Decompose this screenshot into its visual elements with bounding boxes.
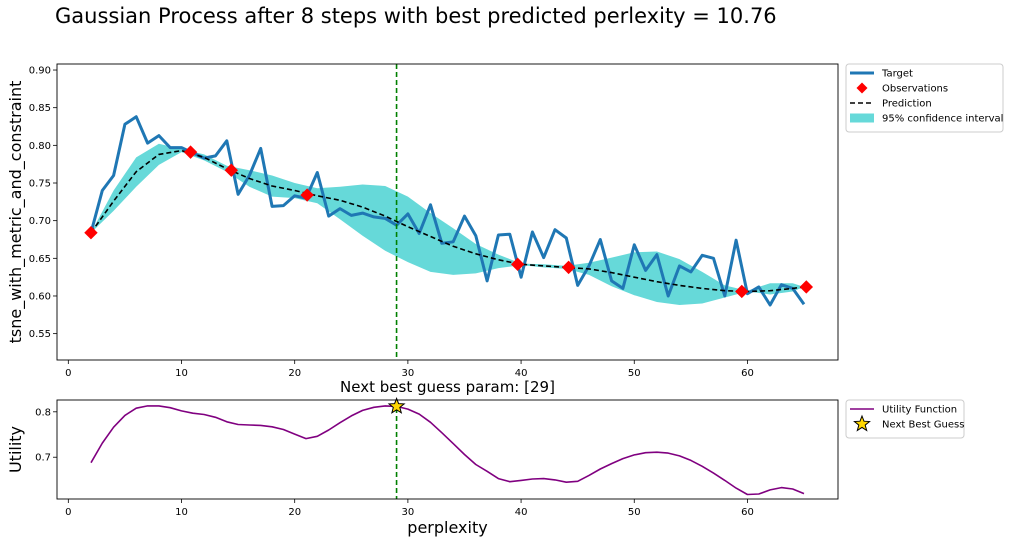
legend-swatch — [853, 414, 871, 432]
y-axis-label: Utility — [6, 426, 25, 473]
y-tick-label: 0.90 — [29, 66, 51, 77]
x-tick-label: 0 — [65, 507, 71, 518]
x-axis-label: perplexity — [407, 518, 487, 537]
x-tick-label: 60 — [741, 507, 754, 518]
y-tick-label: 0.60 — [29, 291, 51, 302]
y-tick-label: 0.75 — [29, 179, 51, 190]
observation-point — [224, 163, 239, 177]
legend: Target Observations Prediction 95% confiden… — [845, 63, 1004, 133]
utility-function-line — [90, 405, 805, 496]
observation-point — [735, 284, 749, 299]
observation-point — [183, 145, 198, 159]
y-tick-label: 0.55 — [29, 329, 51, 340]
y-tick-label: 0.80 — [29, 141, 51, 152]
x-tick-label: 60 — [741, 368, 754, 379]
legend-box — [845, 63, 1004, 133]
y-axis-label: tsne_with_metric_and_constraint — [6, 81, 26, 344]
x-tick-label: 50 — [628, 507, 641, 518]
observation-point — [300, 188, 314, 202]
y-tick-label: 0.7 — [35, 453, 51, 464]
x-tick-label: 40 — [515, 368, 528, 379]
x-tick-label: 20 — [288, 507, 301, 518]
legend-label: Prediction — [882, 99, 932, 110]
legend-swatch — [856, 82, 868, 94]
legend-label: 95% confidence interval — [882, 114, 1003, 125]
x-tick-label: 50 — [628, 368, 641, 379]
x-tick-label: 0 — [65, 368, 71, 379]
legend-label: Observations — [882, 84, 948, 95]
y-tick-label: 0.65 — [29, 254, 51, 265]
x-tick-label: 30 — [402, 507, 415, 518]
y-tick-label: 0.85 — [29, 103, 51, 114]
legend: Utility Function Next Best Guess — [845, 399, 965, 439]
confidence-band — [91, 143, 804, 305]
legend-label: Target — [881, 69, 913, 80]
x-tick-label: 40 — [515, 507, 528, 518]
target-line — [89, 115, 806, 307]
x-tick-label: 10 — [175, 507, 188, 518]
next-best-guess-star — [387, 397, 406, 414]
y-tick-label: 0.70 — [29, 216, 51, 227]
x-tick-label: 20 — [288, 368, 301, 379]
axes-frame — [56, 63, 839, 361]
gp-plot: 0 10 20 30 40 50 60 0.55 0.60 0.65 0.70 0.75 0.80 0.8… — [6, 63, 1004, 379]
x-tick-label: 30 — [402, 368, 415, 379]
observation-point — [799, 280, 814, 294]
legend-box — [845, 399, 965, 439]
axes-frame — [56, 399, 839, 500]
x-tick-label: 10 — [175, 368, 188, 379]
observation-point — [510, 257, 525, 272]
legend-label: Next Best Guess — [882, 420, 964, 431]
observation-point — [561, 260, 576, 275]
legend-label: Utility Function — [882, 405, 957, 416]
figure-title: Gaussian Process after 8 steps with best… — [55, 4, 777, 28]
subplot-title: Next best guess param: [29] — [340, 378, 555, 396]
prediction-line — [90, 149, 805, 293]
utility-plot: 0 10 20 30 40 50 60 0.7 0.8 Next best guess param… — [6, 378, 965, 537]
y-tick-label: 0.8 — [35, 407, 51, 418]
legend-swatch — [850, 113, 874, 123]
observation-point — [84, 226, 98, 240]
